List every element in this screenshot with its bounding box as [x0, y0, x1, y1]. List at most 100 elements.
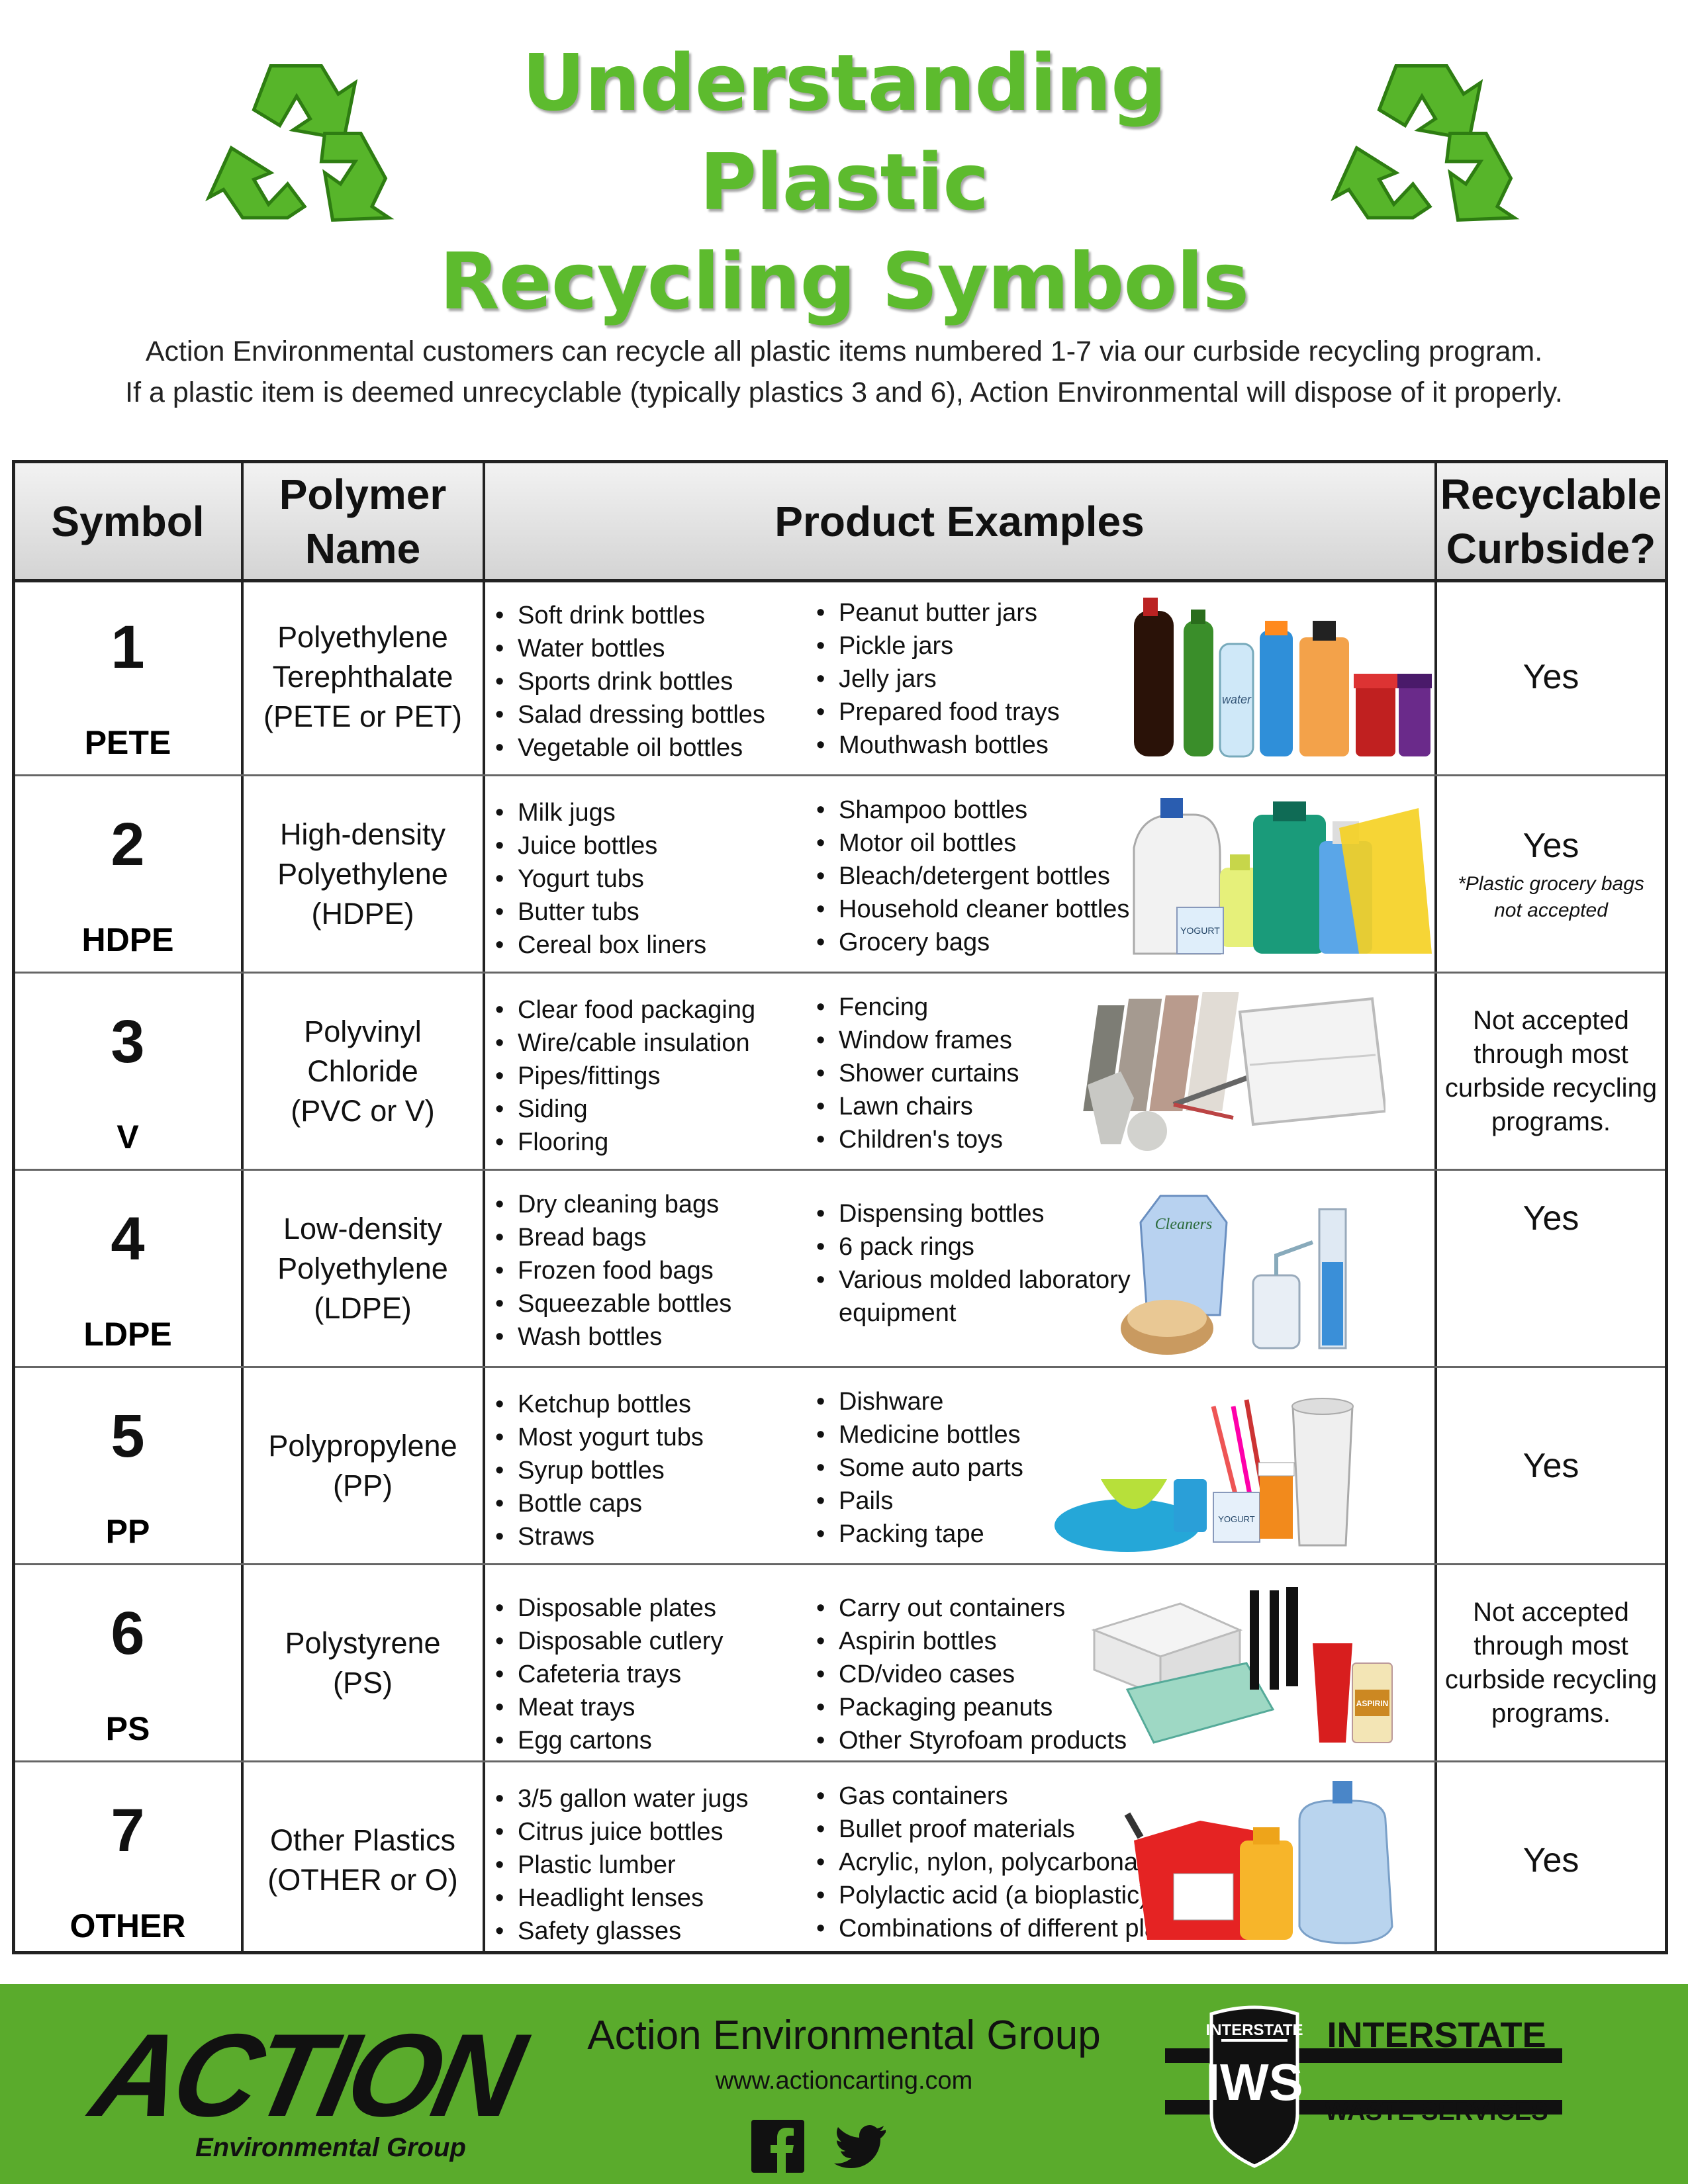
resin-code-label: PP [105, 1513, 150, 1550]
list-item: Gas containers [816, 1780, 1209, 1813]
header-recyclable-line-2: Curbside? [1446, 524, 1656, 572]
column-divider [241, 463, 244, 1951]
not-accepted-line: programs. [1491, 1698, 1611, 1728]
polymer-name-line: Chloride [307, 1054, 418, 1088]
svg-text:ASPIRIN: ASPIRIN [1356, 1699, 1389, 1708]
list-item: Dishware [816, 1385, 1023, 1418]
recyclable-cell: Not accepted through most curbside recycli… [1437, 974, 1665, 1169]
examples-list-2: Peanut butter jarsPickle jarsJelly jarsP… [816, 596, 1060, 762]
recyclable-note-line: *Plastic grocery bags [1458, 872, 1644, 895]
examples-list-1: 3/5 gallon water jugsCitrus juice bottle… [495, 1782, 749, 1948]
list-item: Polylactic acid (a bioplastic) [816, 1879, 1209, 1912]
header-polymer: Polymer Name [244, 463, 482, 579]
resin-code-symbol: 1 PETE [15, 579, 240, 774]
polymer-name-line: (PS) [333, 1665, 393, 1700]
recyclable-cell: Yes [1437, 1368, 1665, 1563]
list-item: Dry cleaning bags [495, 1188, 731, 1221]
list-item: Packaging peanuts [816, 1691, 1127, 1724]
examples-list-1: Clear food packagingWire/cable insulatio… [495, 993, 755, 1159]
list-item: Motor oil bottles [816, 827, 1129, 860]
polymer-name-line: Low-density [283, 1211, 443, 1246]
recycle-logo-left-icon [205, 64, 395, 222]
polymer-name: Polystyrene (PS) [244, 1565, 482, 1760]
svg-text:water: water [1222, 693, 1252, 706]
list-item: Wash bottles [495, 1320, 731, 1353]
polymer-name-line: (OTHER or O) [267, 1862, 458, 1897]
polymer-name: High-density Polyethylene (HDPE) [244, 776, 482, 972]
list-item: Frozen food bags [495, 1254, 731, 1287]
polymer-name-line: (PVC or V) [291, 1093, 435, 1128]
list-item: Aspirin bottles [816, 1625, 1127, 1658]
list-item: Carry out containers [816, 1592, 1127, 1625]
list-item: Medicine bottles [816, 1418, 1023, 1451]
resin-number: 2 [111, 811, 145, 878]
list-item: Some auto parts [816, 1451, 1023, 1484]
iws-badge-mid-text: IWS [1205, 2053, 1303, 2111]
recyclable-answer: Yes [1523, 826, 1579, 865]
recyclable-answer: Yes [1523, 1446, 1579, 1485]
product-illustration: YOGURT [1121, 788, 1432, 963]
polymer-name-line: (PP) [333, 1468, 393, 1502]
list-item: Grocery bags [816, 926, 1129, 959]
list-item: Disposable plates [495, 1592, 723, 1625]
list-item: Lawn chairs [816, 1090, 1019, 1123]
polymer-name-line: (HDPE) [311, 896, 414, 931]
resin-code-label: V [117, 1118, 139, 1156]
list-item: Bleach/detergent bottles [816, 860, 1129, 893]
resin-number: 5 [111, 1402, 145, 1470]
resin-number: 3 [111, 1008, 145, 1075]
list-item: Siding [495, 1093, 755, 1126]
list-item: Straws [495, 1520, 704, 1553]
recyclable-cell: Yes [1437, 579, 1665, 774]
iws-badge-top-text: INTERSTATE [1205, 2021, 1303, 2039]
list-item: Shampoo bottles [816, 794, 1129, 827]
company-url[interactable]: www.actioncarting.com [715, 2067, 973, 2095]
product-illustration [1121, 1774, 1432, 1949]
list-item: Jelly jars [816, 662, 1060, 696]
list-item: Water bottles [495, 632, 765, 665]
not-accepted-note: Not accepted through most curbside recycli… [1445, 1004, 1657, 1139]
list-item: Citrus juice bottles [495, 1815, 749, 1848]
polymer-name: Low-density Polyethylene (LDPE) [244, 1171, 482, 1366]
resin-code-symbol: 2 HDPE [15, 776, 240, 972]
resin-number: 4 [111, 1205, 145, 1273]
product-illustration: YOGURT [1048, 1380, 1359, 1555]
action-logo-word: ACTION [81, 2009, 530, 2141]
examples-list-1: Ketchup bottlesMost yogurt tubsSyrup bot… [495, 1388, 704, 1553]
action-logo: ACTION Environmental Group [82, 2007, 530, 2166]
product-illustration [1074, 985, 1387, 1160]
column-divider [483, 463, 485, 1951]
recyclable-note-line: not accepted [1494, 899, 1608, 921]
examples-list-1: Milk jugsJuice bottlesYogurt tubsButter … [495, 796, 706, 962]
list-item: Cafeteria trays [495, 1658, 723, 1691]
resin-code-symbol: 6 PS [15, 1565, 240, 1760]
list-item: Flooring [495, 1126, 755, 1159]
table-header-row: Symbol Polymer Name Product Examples Rec… [15, 463, 1665, 582]
list-item: Wire/cable insulation [495, 1026, 755, 1060]
table-row: 4 LDPE Low-density Polyethylene (LDPE) Dry cl… [15, 1171, 1665, 1368]
polymer-name-line: Polypropylene [268, 1428, 457, 1463]
examples-list-1: Disposable platesDisposable cutleryCafet… [495, 1592, 723, 1757]
list-item: Pails [816, 1484, 1023, 1518]
company-name: Action Environmental Group [587, 2013, 1101, 2058]
twitter-icon[interactable] [834, 2120, 887, 2173]
header-examples: Product Examples [485, 463, 1434, 579]
list-item: Headlight lenses [495, 1882, 749, 1915]
not-accepted-note: Not accepted through most curbside recycli… [1445, 1596, 1657, 1731]
recycling-table: Symbol Polymer Name Product Examples Rec… [12, 460, 1668, 1954]
header-recyclable: Recyclable Curbside? [1437, 463, 1665, 579]
intro-text: Action Environmental customers can recyc… [26, 331, 1662, 413]
facebook-icon[interactable] [751, 2120, 804, 2173]
not-accepted-line: Not accepted [1473, 1597, 1629, 1627]
page-title: Understanding Plastic Recycling Symbols [371, 33, 1317, 331]
polymer-name-line: Polystyrene [285, 1625, 441, 1660]
recycle-logo-right-icon [1331, 64, 1520, 222]
resin-code-label: PETE [84, 724, 171, 761]
iws-logo: INTERSTATE IWS INTERSTATE WASTE SERVICES [1165, 2001, 1589, 2173]
action-logo-subtitle: Environmental Group [195, 2133, 466, 2162]
polymer-name-line: Terephthalate [272, 659, 453, 694]
examples-list-2: Shampoo bottlesMotor oil bottlesBleach/d… [816, 794, 1129, 959]
examples-list-2: DishwareMedicine bottlesSome auto partsP… [816, 1385, 1023, 1551]
